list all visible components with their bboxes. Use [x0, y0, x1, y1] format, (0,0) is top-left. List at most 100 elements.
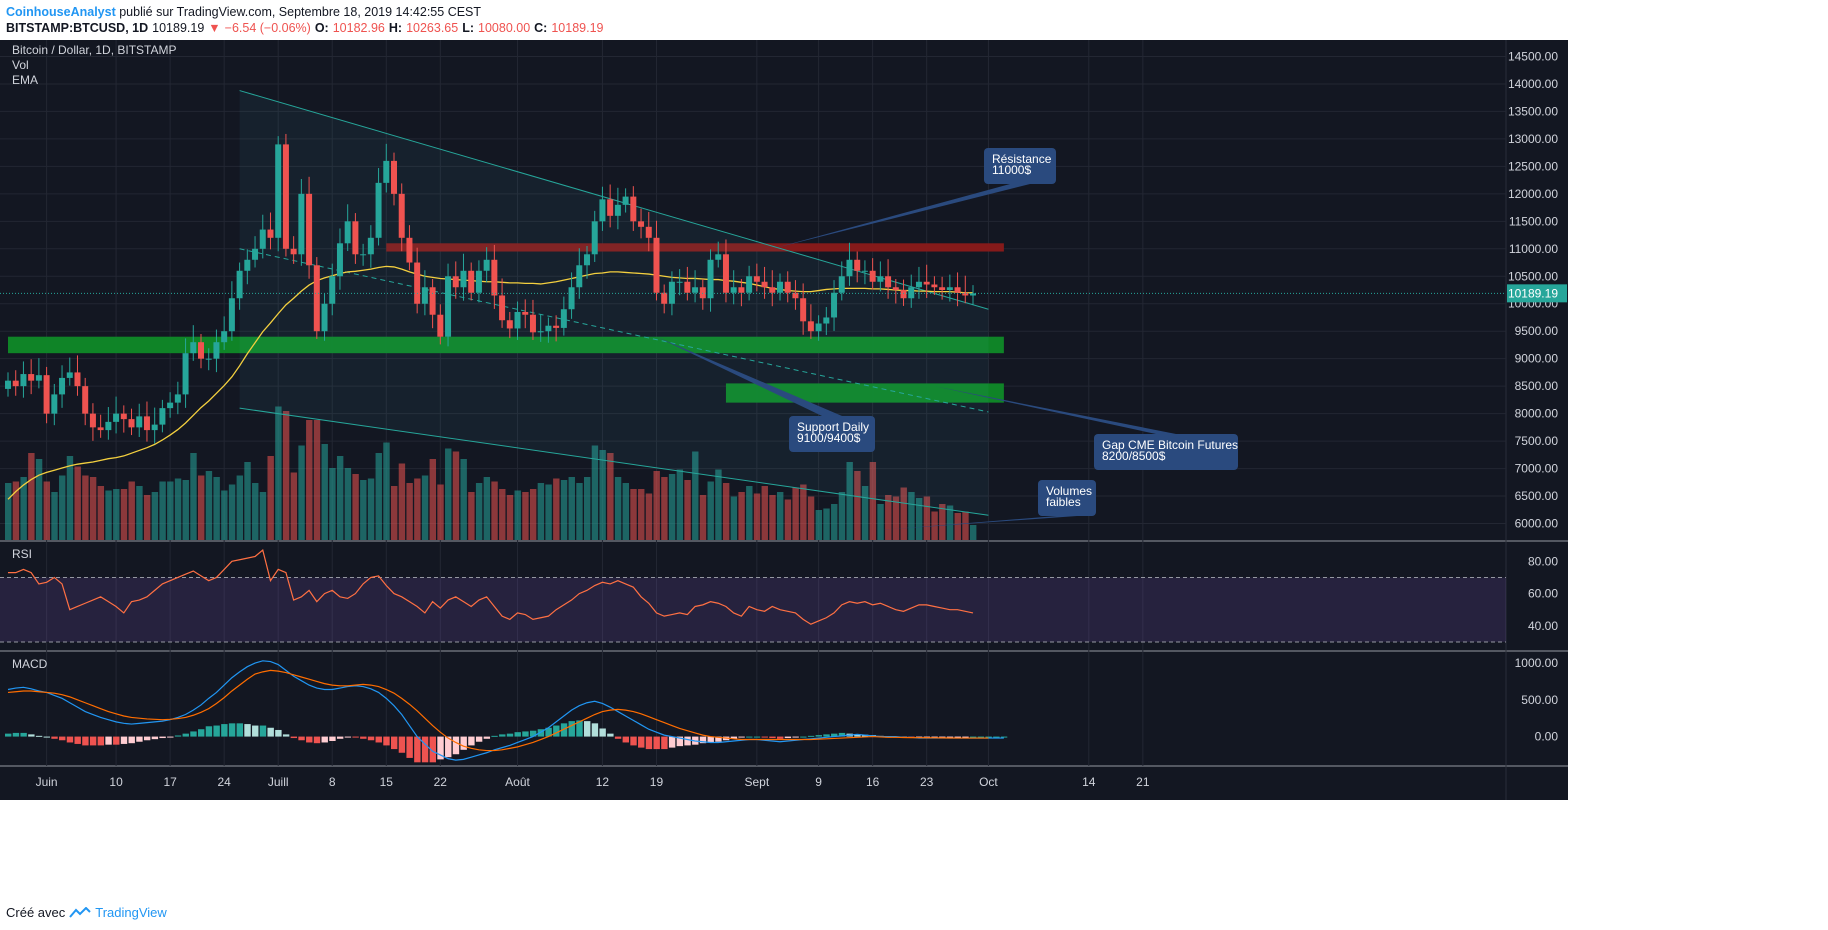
candle-body — [630, 196, 637, 222]
macd-tick-label: 1000.00 — [1515, 656, 1559, 670]
candle-body — [738, 287, 745, 293]
volume-bar — [120, 489, 128, 540]
macd-histogram-bar — [761, 736, 768, 738]
support-callout-box — [789, 416, 875, 452]
volume-bar — [66, 456, 74, 540]
volume-bar — [367, 478, 375, 540]
candle-body — [761, 281, 768, 288]
volume-bar — [198, 475, 205, 540]
macd-histogram-bar — [20, 732, 27, 737]
volume-bar — [591, 445, 599, 540]
candle-body — [414, 262, 421, 304]
volume-bar — [491, 481, 498, 540]
macd-histogram-bar — [792, 736, 799, 738]
macd-histogram-bar — [800, 736, 807, 738]
candle-body — [483, 259, 490, 271]
tradingview-link[interactable]: TradingView — [95, 905, 167, 920]
volume-bar — [807, 496, 815, 540]
candle-body — [128, 419, 135, 428]
x-tick-label: 15 — [380, 775, 394, 789]
resistance-callout-text: 11000$ — [992, 163, 1031, 177]
volume-bar — [560, 480, 568, 540]
y-tick-label: 7500.00 — [1515, 434, 1559, 448]
volume-bar — [970, 525, 977, 540]
volume-bar — [962, 511, 969, 540]
candle-body — [954, 287, 961, 293]
candle-body — [560, 309, 567, 328]
macd-histogram-bar — [460, 736, 467, 750]
volume-bar — [522, 492, 529, 540]
volume-bar — [537, 483, 545, 540]
macd-histogram-bar — [267, 727, 274, 737]
volume-bar — [475, 483, 483, 540]
candle-body — [970, 293, 976, 296]
macd-histogram-bar — [221, 724, 228, 737]
volume-bar — [831, 504, 838, 540]
volume-bar — [885, 495, 892, 540]
y-tick-label: 9500.00 — [1515, 324, 1559, 338]
ema-line — [7, 265, 973, 500]
volume-bar — [43, 481, 50, 540]
candle-body — [190, 342, 197, 354]
author-name[interactable]: CoinhouseAnalyst — [6, 5, 116, 19]
macd-histogram-bar — [28, 734, 35, 737]
gap-callout-pointer — [934, 386, 1176, 434]
candle-body — [591, 221, 598, 255]
footer: Créé avec TradingView — [6, 905, 167, 920]
candle-body — [576, 265, 583, 288]
macd-histogram-bar — [977, 736, 985, 738]
candle-body — [638, 221, 645, 227]
macd-histogram-bar — [228, 723, 236, 737]
volume-bar — [398, 463, 406, 540]
candle-body — [429, 287, 436, 315]
channel-mid-line — [239, 248, 989, 413]
volume-bar — [74, 466, 81, 540]
macd-histogram-bar — [854, 734, 861, 737]
volumes-callout-pointer — [880, 516, 1077, 530]
candle-body — [877, 276, 884, 282]
volume-bar — [661, 477, 668, 540]
candle-body — [167, 402, 174, 409]
volume-bar — [445, 448, 452, 540]
chart-area[interactable]: Juin 10 17 24 Juill 8 15 22 Août 12 19 Sept 9 16 23 Oct… — [0, 40, 1828, 896]
macd-histogram-bar — [545, 727, 552, 737]
candle-body — [668, 281, 675, 304]
volume-bar — [692, 451, 699, 540]
volume-bar — [20, 477, 27, 540]
volume-bar — [815, 510, 822, 540]
volume-bar — [213, 477, 220, 540]
macd-histogram-bar — [661, 736, 668, 750]
candle-body — [375, 182, 382, 238]
macd-histogram-bar — [259, 725, 267, 737]
volume-bar — [722, 483, 730, 540]
y-tick-label: 13000.00 — [1508, 132, 1558, 146]
candle-body — [491, 259, 498, 296]
close-value: 10189.19 — [551, 21, 604, 35]
volume-bar — [738, 492, 745, 540]
resistance-callout-pointer — [772, 184, 1030, 249]
macd-histogram-bar — [66, 736, 74, 743]
made-with-text: Créé avec — [6, 905, 66, 920]
candle-body — [506, 320, 513, 329]
resistance-callout-text: Résistance — [992, 152, 1052, 166]
volume-bar — [653, 471, 660, 540]
candle-body — [20, 374, 27, 387]
candle-body — [915, 281, 922, 288]
candle-body — [475, 270, 482, 293]
volume-bar — [329, 468, 336, 540]
macd-histogram-bar — [599, 728, 606, 737]
macd-histogram-bar — [375, 736, 382, 743]
macd-histogram-bar — [97, 736, 105, 746]
candle-body — [306, 193, 313, 266]
volume-bar — [630, 489, 637, 540]
channel-upper-line — [239, 90, 989, 310]
candle-body — [383, 160, 390, 183]
candle-body — [792, 292, 799, 299]
macd-histogram-bar — [321, 736, 328, 743]
rsi-tick-label: 60.00 — [1528, 587, 1558, 601]
macd-histogram-bar — [236, 723, 243, 737]
y-tick-label: 12000.00 — [1508, 187, 1558, 201]
candle-body — [89, 413, 96, 428]
macd-histogram-bar — [360, 736, 367, 739]
support-callout-text: Support Daily — [797, 420, 869, 434]
